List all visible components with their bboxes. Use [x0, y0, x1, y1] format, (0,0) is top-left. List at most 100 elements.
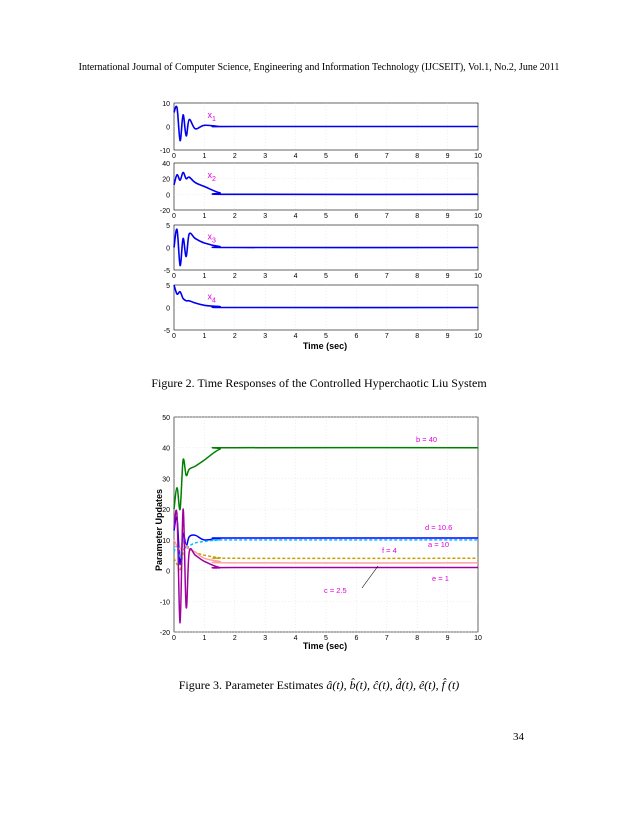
- x-tick-label: 1: [202, 333, 206, 340]
- series-label-subscript: 3: [212, 237, 216, 244]
- x-tick-label: 5: [324, 635, 328, 642]
- y-tick-label: -5: [164, 328, 170, 335]
- y-tick-label: 20: [162, 507, 170, 514]
- y-tick-label: 0: [166, 306, 170, 313]
- x-tick-label: 8: [415, 153, 419, 160]
- x-tick-label: 0: [172, 635, 176, 642]
- annotation-label: e = 1: [432, 574, 449, 583]
- x-tick-label: 9: [446, 213, 450, 220]
- y-tick-label: 10: [162, 538, 170, 545]
- series-label-x1: x1: [207, 110, 216, 123]
- x-tick-label: 2: [233, 213, 237, 220]
- y-tick-label: 20: [162, 177, 170, 184]
- x-tick-label: 4: [294, 635, 298, 642]
- x-tick-label: 9: [446, 333, 450, 340]
- page-number: 34: [513, 731, 524, 743]
- y-tick-label: -10: [160, 599, 170, 606]
- x-tick-label: 10: [474, 333, 482, 340]
- x-tick-label: 3: [263, 213, 267, 220]
- y-tick-label: 0: [166, 569, 170, 576]
- series-label-subscript: 4: [212, 297, 216, 304]
- annotation-label: f = 4: [382, 546, 397, 555]
- y-tick-label: 5: [166, 223, 170, 230]
- y-tick-label: 0: [166, 125, 170, 132]
- series-line-x4: [173, 284, 479, 309]
- x-tick-label: 1: [202, 213, 206, 220]
- series-line-x3: [173, 228, 479, 267]
- x-tick-label: 0: [172, 153, 176, 160]
- x-tick-label: 7: [385, 635, 389, 642]
- x-tick-label: 10: [474, 635, 482, 642]
- x-tick-label: 8: [415, 273, 419, 280]
- x-tick-label: 2: [233, 635, 237, 642]
- annotation-label: b = 40: [416, 435, 437, 444]
- x-tick-label: 1: [202, 635, 206, 642]
- x-tick-label: 5: [324, 153, 328, 160]
- x-tick-label: 2: [233, 153, 237, 160]
- x-tick-label: 8: [415, 213, 419, 220]
- y-tick-label: 0: [166, 192, 170, 199]
- annotation-label: c = 2.5: [324, 586, 347, 595]
- annotation-label: a = 10: [428, 540, 449, 549]
- series-label-x3: x3: [207, 231, 216, 244]
- y-tick-label: 10: [162, 101, 170, 108]
- annotation-label: d = 10.6: [425, 523, 452, 532]
- figure-3-ylabel: Parameter Updates: [154, 489, 164, 571]
- x-tick-label: 3: [263, 333, 267, 340]
- x-tick-label: 3: [263, 273, 267, 280]
- figure-2-xlabel: Time (sec): [303, 341, 347, 351]
- x-tick-label: 7: [385, 213, 389, 220]
- x-tick-label: 4: [294, 153, 298, 160]
- x-tick-label: 4: [294, 333, 298, 340]
- x-tick-label: 0: [172, 213, 176, 220]
- x-tick-label: 5: [324, 333, 328, 340]
- x-tick-label: 2: [233, 333, 237, 340]
- series-line: [173, 516, 478, 566]
- annotation-arrow: [361, 565, 379, 589]
- figure-3-caption: Figure 3. Parameter Estimates â(t), b̂(t…: [0, 678, 638, 693]
- y-tick-label: -10: [160, 148, 170, 155]
- y-tick-label: -5: [164, 268, 170, 275]
- plot-frame: [173, 416, 479, 633]
- figure-3-caption-prefix: Figure 3. Parameter Estimates: [178, 678, 324, 692]
- x-tick-label: 3: [263, 635, 267, 642]
- x-tick-label: 7: [385, 273, 389, 280]
- x-tick-label: 4: [294, 213, 298, 220]
- x-tick-label: 9: [446, 153, 450, 160]
- y-tick-label: 40: [162, 446, 170, 453]
- series-line: [173, 446, 479, 511]
- x-tick-label: 7: [385, 153, 389, 160]
- x-tick-label: 7: [385, 333, 389, 340]
- series-line: [173, 508, 478, 624]
- x-tick-label: 8: [415, 333, 419, 340]
- x-tick-label: 3: [263, 153, 267, 160]
- y-tick-label: 40: [162, 161, 170, 168]
- x-tick-label: 5: [324, 273, 328, 280]
- x-tick-label: 2: [233, 273, 237, 280]
- x-tick-label: 1: [202, 153, 206, 160]
- x-tick-label: 6: [354, 153, 358, 160]
- x-tick-label: 10: [474, 213, 482, 220]
- y-tick-label: 30: [162, 476, 170, 483]
- x-tick-label: 6: [354, 333, 358, 340]
- y-tick-label: -20: [160, 208, 170, 215]
- x-tick-label: 1: [202, 273, 206, 280]
- x-tick-label: 10: [474, 153, 482, 160]
- x-tick-label: 10: [474, 273, 482, 280]
- series-label-subscript: 1: [212, 116, 216, 123]
- journal-header: International Journal of Computer Scienc…: [78, 62, 560, 73]
- x-tick-label: 0: [172, 273, 176, 280]
- figure-3-xlabel: Time (sec): [303, 641, 347, 651]
- series-label-x2: x2: [207, 170, 216, 183]
- x-tick-label: 6: [354, 273, 358, 280]
- series-line: [173, 539, 478, 560]
- x-tick-label: 9: [446, 273, 450, 280]
- series-label-x4: x4: [207, 291, 216, 304]
- x-tick-label: 4: [294, 273, 298, 280]
